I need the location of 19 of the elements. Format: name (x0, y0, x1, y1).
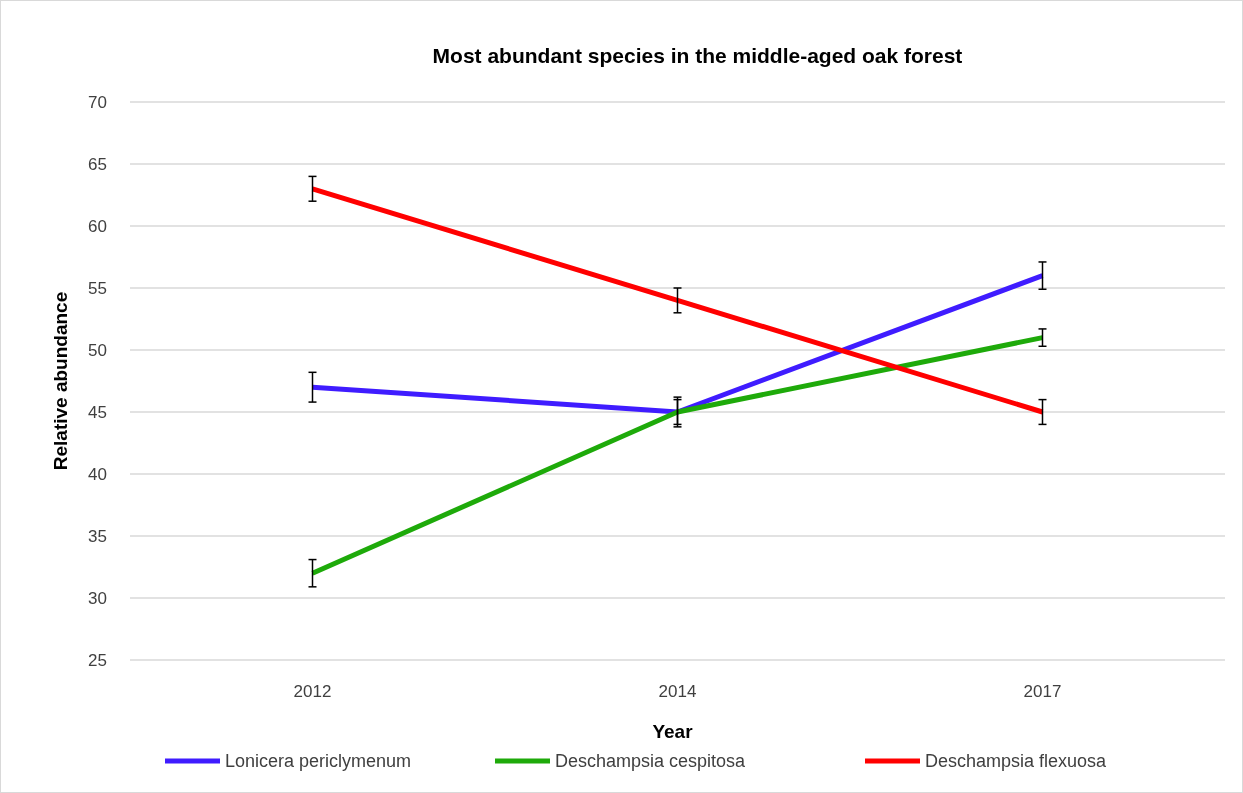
y-tick-label: 30 (88, 589, 107, 608)
chart-title: Most abundant species in the middle-aged oak forest (432, 44, 963, 67)
legend-label: Deschampsia flexuosa (925, 751, 1108, 771)
y-tick-label: 55 (88, 279, 107, 298)
x-tick-label: 2014 (658, 682, 697, 701)
y-tick-label: 70 (88, 93, 107, 112)
y-tick-label: 50 (88, 341, 107, 360)
y-tick-label: 35 (88, 527, 107, 546)
y-axis-title: Relative abundance (50, 291, 71, 471)
y-tick-label: 45 (88, 403, 107, 422)
x-axis-title: Year (652, 721, 694, 742)
y-tick-label: 65 (88, 155, 107, 174)
x-tick-label: 2012 (293, 682, 332, 701)
y-tick-label: 60 (88, 217, 107, 236)
x-tick-label: 2017 (1023, 682, 1062, 701)
legend-label: Lonicera periclymenum (225, 751, 412, 771)
y-tick-label: 40 (88, 465, 107, 484)
legend-label: Deschampsia cespitosa (555, 751, 747, 771)
y-tick-label: 25 (88, 651, 107, 670)
